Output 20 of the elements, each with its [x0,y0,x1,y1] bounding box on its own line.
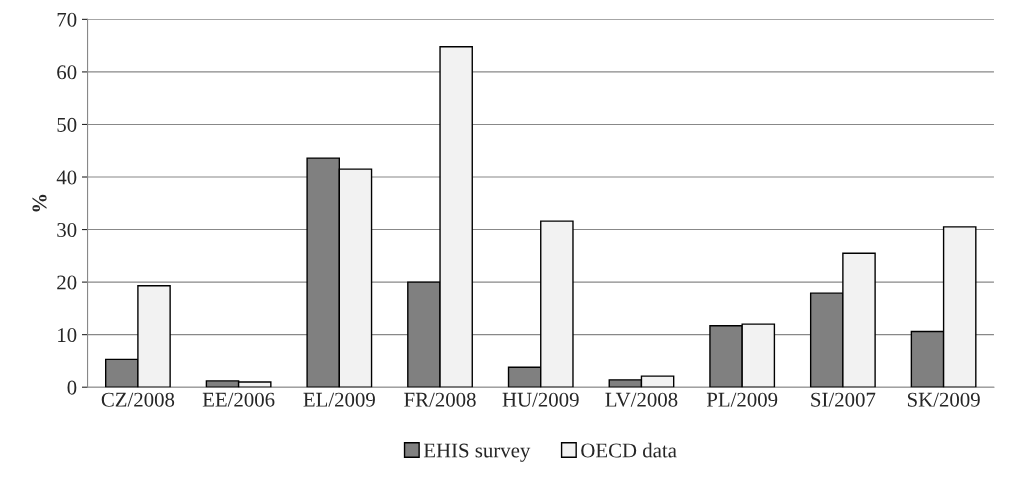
legend-label: EHIS survey [423,443,531,462]
x-tick-label: FR/2008 [404,392,476,407]
x-tick-label: CZ/2008 [101,392,175,407]
x-tick-label: EE/2006 [202,392,275,407]
y-tick-label: 60 [57,65,77,80]
x-tick-label: SK/2009 [907,392,980,407]
y-tick-label: 50 [57,117,77,132]
x-tick-label: SI/2007 [811,392,876,407]
y-tick-label: 10 [58,328,77,343]
legend-label: OECD data [581,442,677,458]
x-tick-label: EL/2009 [303,392,375,407]
x-tick-label: HU/2009 [502,392,579,407]
y-axis-title: % [32,194,47,212]
y-tick-label: 70 [57,12,77,27]
y-tick-label: 30 [57,222,77,237]
x-tick-label: PL/2009 [706,392,778,407]
x-tick-label: LV/2008 [605,392,678,407]
y-tick-label: 20 [57,275,77,290]
y-tick-label: 0 [67,380,77,395]
y-tick-label: 40 [56,170,77,185]
